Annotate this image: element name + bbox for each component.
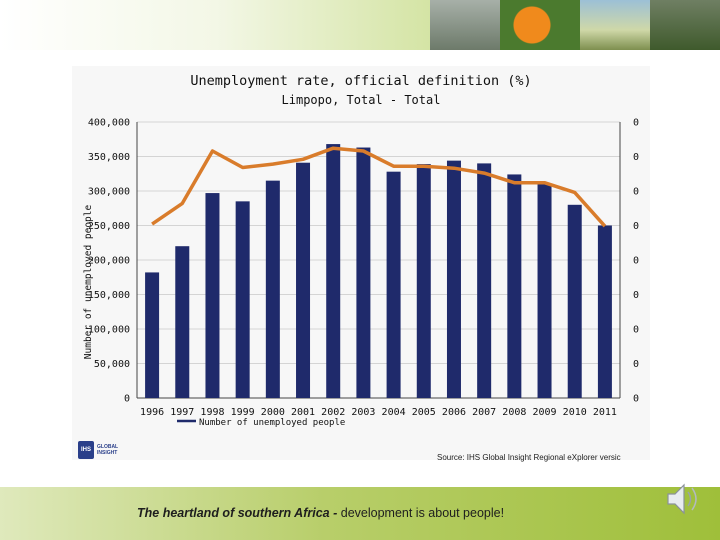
footer-tagline: The heartland of southern Africa - devel…: [137, 506, 504, 520]
x-tick-label: 2011: [593, 407, 617, 418]
x-tick-label: 2009: [532, 407, 556, 418]
y-right-tick-label: 0: [633, 394, 639, 405]
x-tick-label: 1999: [231, 407, 255, 418]
y-right-tick-label: 0: [633, 221, 639, 232]
bar: [326, 144, 341, 398]
y-right-tick-label: 0: [633, 187, 639, 198]
x-tick-label: 2000: [261, 407, 285, 418]
footer-bar: [0, 487, 720, 540]
rate-line: [151, 146, 607, 228]
bar: [175, 246, 190, 398]
logo-mark: IHS: [78, 441, 94, 459]
x-tick-label: 2004: [382, 407, 406, 418]
y-right-tick-label: 0: [633, 256, 639, 267]
bar: [507, 174, 522, 398]
x-tick-label: 2002: [321, 407, 345, 418]
x-tick-label: 2005: [412, 407, 436, 418]
x-tick-label: 2007: [472, 407, 496, 418]
banner-photo-elephant: [430, 0, 500, 50]
y-tick-label: 200,000: [88, 256, 130, 267]
bar: [235, 201, 250, 398]
footer-rest: development is about people!: [337, 506, 505, 520]
bar: [205, 193, 220, 398]
x-tick-label: 2003: [351, 407, 375, 418]
y-tick-label: 400,000: [88, 118, 130, 129]
bar: [446, 160, 461, 398]
logo-text: GLOBAL INSIGHT: [97, 444, 119, 456]
bar: [537, 183, 552, 398]
y-axis-label: Number of unemployed people: [83, 205, 94, 360]
x-tick-label: 2008: [502, 407, 526, 418]
bar: [416, 164, 431, 398]
y-right-tick-label: 0: [633, 118, 639, 129]
x-tick-label: 1998: [200, 407, 224, 418]
bar: [296, 162, 311, 398]
legend-label: Number of unemployed people: [199, 418, 345, 428]
y-tick-label: 100,000: [88, 325, 130, 336]
y-right-tick-label: 0: [633, 152, 639, 163]
bar: [567, 204, 582, 398]
chart-title: Unemployment rate, official definition (…: [190, 73, 532, 89]
x-tick-label: 2001: [291, 407, 315, 418]
y-tick-label: 250,000: [88, 221, 130, 232]
bar: [597, 225, 612, 398]
banner-photo-baobab: [580, 0, 650, 50]
footer-emphasis: The heartland of southern Africa -: [137, 506, 338, 520]
y-tick-label: 0: [124, 394, 130, 405]
x-tick-label: 2010: [563, 407, 587, 418]
source-note: Source: IHS Global Insight Regional eXpl…: [437, 453, 621, 462]
y-tick-label: 300,000: [88, 187, 130, 198]
bar: [477, 163, 492, 398]
y-tick-label: 50,000: [94, 359, 130, 370]
x-tick-label: 2006: [442, 407, 466, 418]
banner-photo-oranges: [500, 0, 580, 50]
banner-photo-leaves: [650, 0, 720, 50]
y-right-tick-label: 0: [633, 290, 639, 301]
ihs-logo: IHS GLOBAL INSIGHT: [78, 441, 128, 461]
bar: [265, 180, 280, 398]
y-right-tick-label: 0: [633, 359, 639, 370]
speaker-icon[interactable]: [663, 477, 703, 521]
x-tick-label: 1997: [170, 407, 194, 418]
y-tick-label: 350,000: [88, 152, 130, 163]
chart-subtitle: Limpopo, Total - Total: [281, 93, 441, 107]
y-tick-label: 150,000: [88, 290, 130, 301]
y-right-tick-label: 0: [633, 325, 639, 336]
bar: [386, 171, 401, 398]
x-tick-label: 1996: [140, 407, 164, 418]
bar: [145, 272, 160, 398]
bar: [356, 147, 371, 398]
